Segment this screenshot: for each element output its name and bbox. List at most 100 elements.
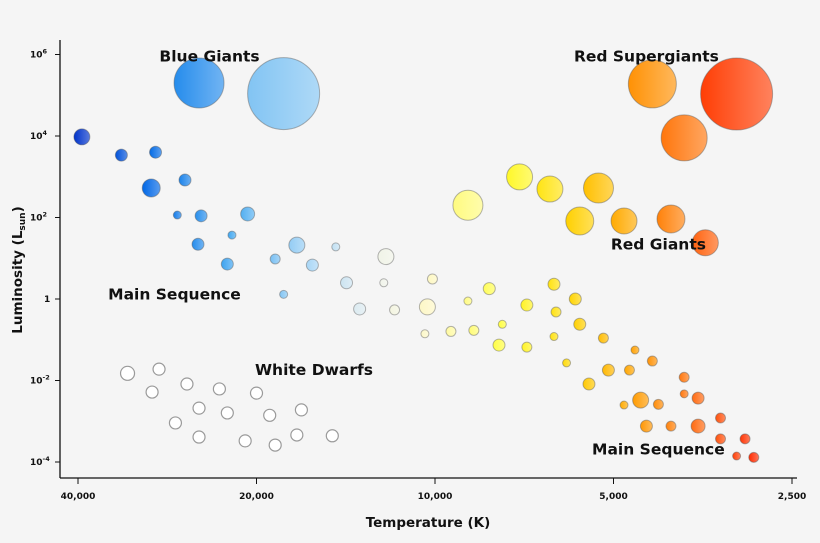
star-point <box>279 289 289 299</box>
star-point <box>247 57 321 131</box>
star-point <box>536 175 564 203</box>
star-point <box>389 304 401 316</box>
y-tick-label: 1 <box>44 295 50 305</box>
star-point <box>700 57 774 131</box>
star-point <box>426 273 438 285</box>
series-red-giants <box>452 163 719 257</box>
star-point <box>73 128 91 146</box>
star-point <box>269 253 281 265</box>
star-point <box>172 210 182 220</box>
star-point <box>656 204 686 234</box>
y-tick-label: 104 <box>30 129 48 142</box>
star-point <box>468 324 480 336</box>
annotation-label: Red Giants <box>611 235 706 253</box>
star-point <box>521 341 533 353</box>
x-tick-label: 10,000 <box>418 492 453 502</box>
annotation-label: Main Sequence <box>108 285 241 303</box>
star-point <box>715 433 727 445</box>
star-point <box>520 298 534 312</box>
x-axis-label: Temperature (K) <box>366 515 491 531</box>
star-point <box>294 403 308 417</box>
star-point <box>463 296 473 306</box>
star-point <box>562 358 572 368</box>
star-point <box>573 317 587 331</box>
star-point <box>679 389 689 399</box>
series-main-sequence <box>73 128 760 463</box>
star-point <box>249 386 264 400</box>
star-point <box>506 163 534 191</box>
star-point <box>646 355 658 367</box>
x-ticks: 40,000 20,000 10,000 5,000 2,500 <box>61 478 806 502</box>
star-point <box>691 391 705 405</box>
star-point <box>141 178 161 198</box>
star-point <box>445 325 457 337</box>
x-tick-label: 5,000 <box>599 492 627 502</box>
y-ticks: 106 104 102 1 10-2 10-4 <box>30 48 60 468</box>
annotation-label: Main Sequence <box>592 441 725 459</box>
star-point <box>610 207 638 235</box>
series-blue-giants <box>173 57 321 131</box>
star-point <box>623 364 635 376</box>
y-tick-label: 10-2 <box>30 374 50 387</box>
star-point <box>632 391 650 409</box>
star-point <box>220 257 234 271</box>
star-point <box>268 438 282 452</box>
star-point <box>619 400 629 410</box>
star-point <box>145 385 159 399</box>
star-point <box>238 434 252 448</box>
star-point <box>652 398 664 410</box>
star-point <box>690 418 706 434</box>
star-point <box>168 416 183 430</box>
y-axis-label: Luminosity (Lsun) <box>10 206 28 334</box>
star-point <box>678 371 690 383</box>
star-point <box>263 408 277 422</box>
star-point <box>547 277 561 291</box>
star-point <box>180 377 194 391</box>
star-point <box>340 276 354 290</box>
star-point <box>732 451 742 461</box>
star-point <box>114 148 128 162</box>
annotations: Blue Giants Red Supergiants Red Giants Main… <box>108 47 725 458</box>
star-point <box>149 145 163 159</box>
star-point <box>418 298 436 316</box>
star-point <box>492 338 506 352</box>
star-point <box>227 230 237 240</box>
star-point <box>748 451 760 463</box>
y-tick-label: 10-4 <box>30 455 50 468</box>
star-point <box>305 258 319 272</box>
annotation-label: Blue Giants <box>159 47 259 65</box>
star-point <box>627 59 677 109</box>
star-point <box>119 365 136 381</box>
series-red-supergiants <box>627 57 774 162</box>
star-point <box>173 57 225 109</box>
star-point <box>482 282 496 296</box>
star-point <box>353 302 367 316</box>
star-point <box>220 406 234 420</box>
star-point <box>420 329 430 339</box>
star-point <box>691 229 719 257</box>
star-point <box>194 209 208 223</box>
star-point <box>192 430 206 444</box>
star-point <box>212 382 226 396</box>
x-tick-label: 2,500 <box>778 492 806 502</box>
star-point <box>665 420 677 432</box>
x-tick-label: 40,000 <box>61 492 96 502</box>
star-point <box>549 332 559 342</box>
star-point <box>601 363 615 377</box>
star-point <box>597 332 609 344</box>
star-point <box>582 172 614 204</box>
star-point <box>191 237 205 251</box>
star-point <box>331 242 341 252</box>
annotation-label: Red Supergiants <box>574 47 719 65</box>
star-point <box>178 173 192 187</box>
y-tick-label: 106 <box>30 48 48 61</box>
star-point <box>452 189 484 221</box>
star-point <box>568 292 582 306</box>
star-point <box>565 206 595 236</box>
star-point <box>288 236 306 254</box>
star-point <box>660 114 708 162</box>
star-point <box>290 428 304 442</box>
star-point <box>582 377 596 391</box>
